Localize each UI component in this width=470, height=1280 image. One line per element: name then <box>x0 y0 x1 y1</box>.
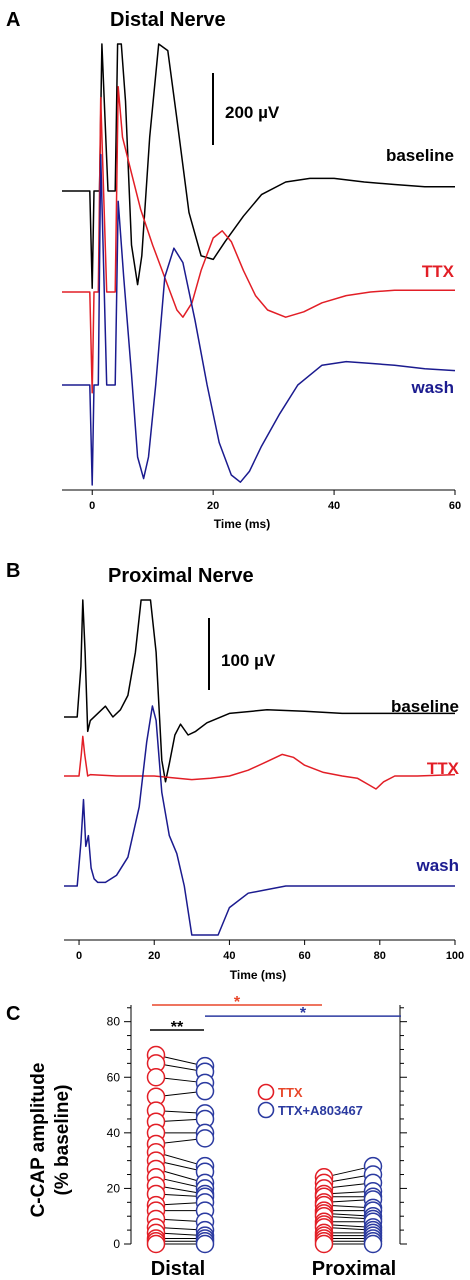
panel-a-label-wash: wash <box>410 378 454 397</box>
point-ttx-proximal <box>314 1234 334 1254</box>
panel-c: C C-CAP amplitude (% baseline) 0 20 40 60 80… <box>6 994 407 1280</box>
point-ttx-a803467-distal <box>195 1234 215 1254</box>
panel-b-x-tick-label: 40 <box>223 950 235 962</box>
panel-b-title: Proximal Nerve <box>108 565 254 587</box>
panel-a-label-baseline: baseline <box>386 146 454 165</box>
point-ttx-a803467-proximal <box>363 1234 383 1254</box>
panel-a-trace-ttx <box>62 86 455 394</box>
panel-c-letter: C <box>6 1003 20 1025</box>
category-label-distal: Distal <box>151 1258 205 1280</box>
panel-a-label-ttx: TTX <box>422 262 455 281</box>
point-ttx-a803467-distal <box>195 1081 215 1101</box>
point-ttx-distal <box>146 1068 166 1087</box>
panel-c-y-tick-label: 0 <box>113 1237 120 1251</box>
panel-b-label-wash: wash <box>415 856 459 875</box>
panel-b-label-ttx: TTX <box>427 759 460 778</box>
panel-a-x-label: Time (ms) <box>214 517 270 531</box>
legend-label-ttx-a803467: TTX+A803467 <box>278 1103 363 1118</box>
point-ttx-distal <box>146 1234 166 1254</box>
panel-b-x-tick-label: 20 <box>148 950 160 962</box>
significance-star: * <box>234 994 241 1011</box>
panel-b-scale-label: 100 µV <box>221 651 276 670</box>
panel-a-x-tick-label: 20 <box>207 500 219 512</box>
panel-b-x-tick-label: 0 <box>76 950 82 962</box>
panel-a: A Distal Nerve 200 µV baseline TTX wash … <box>6 9 461 531</box>
legend-marker-ttx-a803467 <box>257 1101 275 1119</box>
panel-c-y-label-line2: (% baseline) <box>52 1085 73 1196</box>
panel-c-y-tick-label: 60 <box>107 1070 121 1084</box>
panel-c-axes: 0 20 40 60 80 <box>107 1005 407 1251</box>
panel-c-y-tick-label: 20 <box>107 1181 121 1195</box>
panel-c-y-tick-label: 80 <box>107 1015 121 1029</box>
panel-a-x-tick-label: 40 <box>328 500 340 512</box>
category-label-proximal: Proximal <box>312 1258 396 1280</box>
panel-a-x-axis: 0 20 40 60 <box>62 489 461 512</box>
panel-b-trace-baseline <box>64 599 455 783</box>
panel-a-traces <box>62 43 456 486</box>
panel-a-trace-baseline <box>62 43 455 289</box>
panel-b-x-tick-label: 60 <box>298 950 310 962</box>
panel-c-y-tick-label: 40 <box>107 1126 121 1140</box>
panel-b-label-baseline: baseline <box>391 697 459 716</box>
panel-a-title: Distal Nerve <box>110 9 226 31</box>
panel-b-traces <box>64 599 456 936</box>
panel-b-x-label: Time (ms) <box>230 968 286 982</box>
significance-star: ** <box>171 1019 184 1036</box>
panel-a-trace-wash <box>62 153 456 486</box>
panel-b-x-tick-label: 80 <box>374 950 386 962</box>
panel-a-x-tick-label: 0 <box>89 500 95 512</box>
panel-b-trace-wash <box>64 705 455 936</box>
point-ttx-a803467-distal <box>195 1129 215 1148</box>
panel-b-x-axis: 0 20 40 60 80 100 <box>64 939 464 962</box>
panel-b-x-tick-label: 100 <box>446 950 464 962</box>
panel-b-trace-ttx <box>64 735 456 790</box>
significance-star: * <box>300 1005 307 1022</box>
panel-c-significance: **** <box>150 994 401 1036</box>
panel-c-y-label-line1: C-CAP amplitude <box>28 1063 49 1218</box>
legend-marker-ttx <box>257 1083 275 1101</box>
panel-b: B Proximal Nerve 100 µV baseline TTX was… <box>6 560 464 982</box>
panel-b-letter: B <box>6 560 20 582</box>
panel-a-x-tick-label: 60 <box>449 500 461 512</box>
panel-a-letter: A <box>6 9 20 31</box>
panel-c-legend: TTX TTX+A803467 <box>257 1083 363 1119</box>
panel-a-scale-label: 200 µV <box>225 103 280 122</box>
panel-c-paired-data <box>146 1045 383 1254</box>
legend-label-ttx: TTX <box>278 1085 303 1100</box>
